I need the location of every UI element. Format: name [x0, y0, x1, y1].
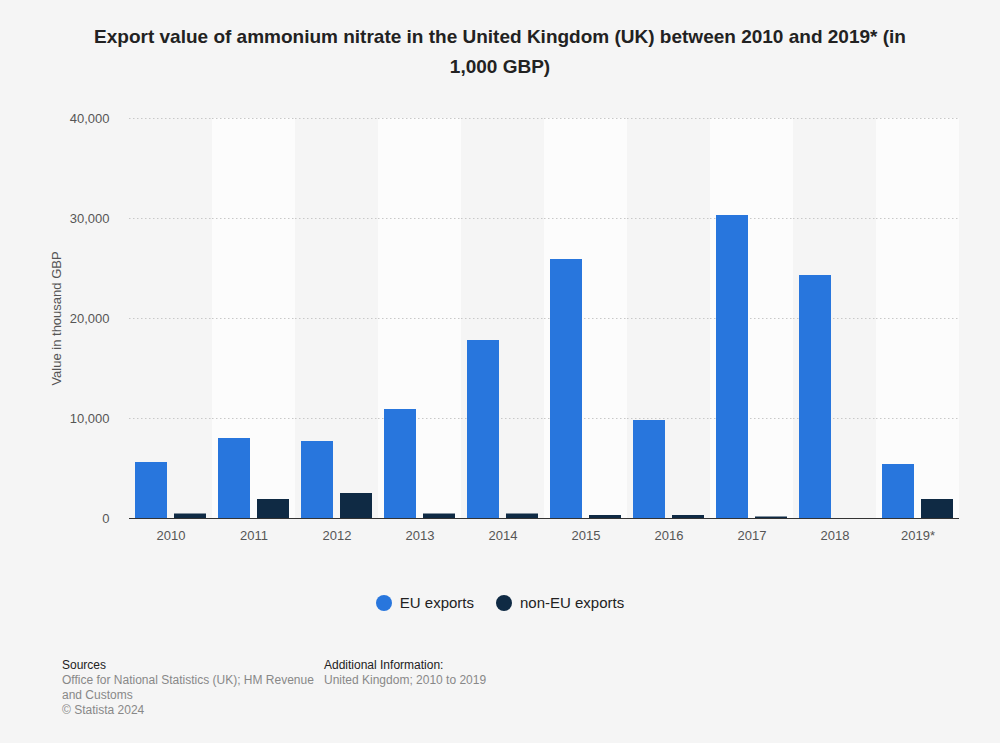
svg-text:30,000: 30,000: [70, 211, 110, 226]
svg-text:2016: 2016: [655, 528, 684, 543]
html-text:Office for National Statistics: Office for National Statistics (UK); HM …: [62, 673, 314, 702]
html-text:Sources: Sources: [62, 658, 106, 672]
svg-text:2019*: 2019*: [901, 528, 935, 543]
svg-text:10,000: 10,000: [70, 411, 110, 426]
svg-text:2011: 2011: [240, 528, 268, 543]
svg-text:2015: 2015: [572, 528, 601, 543]
svg-text:20,000: 20,000: [70, 311, 110, 326]
svg-text:2018: 2018: [821, 528, 850, 543]
svg-text:2014: 2014: [489, 528, 518, 543]
svg-text:2013: 2013: [406, 528, 435, 543]
svg-text:0: 0: [102, 511, 109, 526]
html-text:EU exports: EU exports: [399, 594, 474, 611]
html-text:non-EU exports: non-EU exports: [520, 594, 625, 611]
html-text:Additional Information:: Additional Information:: [324, 658, 444, 672]
html-text:© Statista 2024: © Statista 2024: [62, 703, 145, 717]
html-text:United Kingdom; 2010 to 2019: United Kingdom; 2010 to 2019: [324, 673, 487, 687]
html-text:Export value of ammonium nitra: Export value of ammonium nitrate in the …: [94, 26, 906, 77]
svg-text:Value in thousand GBP: Value in thousand GBP: [49, 251, 64, 385]
svg-text:40,000: 40,000: [70, 111, 110, 126]
svg-text:2010: 2010: [157, 528, 186, 543]
svg-text:2012: 2012: [323, 528, 352, 543]
svg-text:2017: 2017: [738, 528, 767, 543]
